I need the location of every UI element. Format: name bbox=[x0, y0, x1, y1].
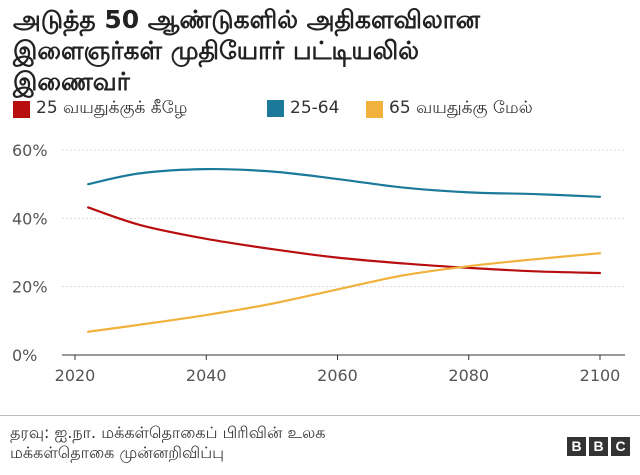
chart-title-line-1: அடுத்த 50 ஆண்டுகளில் அதிகளவிலான bbox=[13, 5, 481, 34]
x-tick-label: 2060 bbox=[317, 366, 358, 385]
x-tick-label: 2040 bbox=[186, 366, 227, 385]
y-tick-label: 40% bbox=[12, 209, 48, 228]
bbc-logo-letter: B bbox=[567, 437, 586, 456]
x-tick-label: 2100 bbox=[580, 366, 621, 385]
legend-label-under25: 25 வயதுக்குக் கீழே bbox=[36, 98, 188, 118]
legend-swatch-25-64 bbox=[267, 99, 284, 117]
series-line-65plus bbox=[87, 252, 602, 333]
chart-title-line-3: இணைவர் bbox=[13, 67, 130, 96]
series-line-under25 bbox=[87, 206, 602, 275]
legend-item-under25: 25 வயதுக்குக் கீழே bbox=[13, 98, 187, 120]
series-line-25-64 bbox=[87, 167, 602, 198]
chart-title: அடுத்த 50 ஆண்டுகளில் அதிகளவிலான இளைஞர்கள… bbox=[13, 4, 613, 97]
footer: தரவு: ஐ.நா. மக்கள்தொகைப் பிரிவின் உலக மக… bbox=[0, 415, 640, 475]
chart-legend: 25 வயதுக்குக் கீழே 25-64 65 வயதுக்கு மேல… bbox=[13, 98, 633, 128]
bbc-logo-letter: C bbox=[611, 437, 630, 456]
legend-item-65plus: 65 வயதுக்கு மேல் bbox=[366, 98, 533, 120]
x-tick-label: 2020 bbox=[55, 366, 96, 385]
legend-swatch-65plus bbox=[366, 100, 383, 118]
y-tick-label: 60% bbox=[12, 141, 48, 160]
line-chart: 0% 20% 40% 60% 2020 2040 2060 2080 2100 bbox=[12, 141, 625, 385]
x-tick-label: 2080 bbox=[448, 366, 489, 385]
legend-label-25-64: 25-64 bbox=[290, 98, 340, 118]
bbc-logo: B B C bbox=[567, 437, 630, 456]
y-tick-label: 0% bbox=[12, 346, 37, 365]
y-tick-label: 20% bbox=[12, 278, 48, 297]
source-line-2: மக்கள்தொகை முன்னறிவிப்பு bbox=[10, 443, 225, 462]
bbc-logo-letter: B bbox=[589, 437, 608, 456]
legend-item-25-64: 25-64 bbox=[267, 98, 339, 118]
chart-title-line-2: இளைஞர்கள் முதியோர் பட்டியலில் bbox=[13, 36, 420, 65]
source-note: தரவு: ஐ.நா. மக்கள்தொகைப் பிரிவின் உலக மக… bbox=[10, 423, 510, 463]
legend-label-65plus: 65 வயதுக்கு மேல் bbox=[389, 98, 533, 118]
source-line-1: தரவு: ஐ.நா. மக்கள்தொகைப் பிரிவின் உலக bbox=[10, 423, 326, 442]
footer-divider bbox=[0, 415, 640, 416]
legend-swatch-under25 bbox=[13, 100, 30, 118]
